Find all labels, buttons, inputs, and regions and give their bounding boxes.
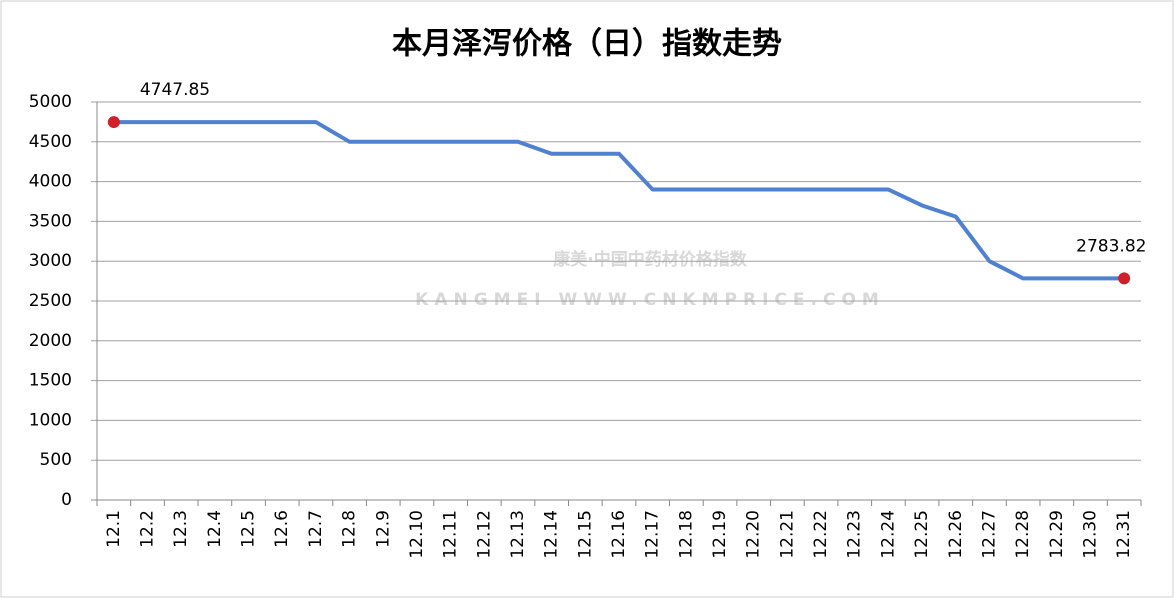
x-tick-label: 12.7 [306,510,326,548]
x-tick-label: 12.16 [609,510,629,559]
y-tick-label: 4500 [29,132,72,152]
x-tick-label: 12.25 [912,510,932,559]
x-tick-label: 12.4 [205,510,225,548]
x-tick-label: 12.1 [104,510,124,548]
x-tick-label: 12.13 [508,510,528,559]
watermark: 康美·中国中药材价格指数 [553,249,747,270]
y-tick-label: 5000 [29,92,72,112]
x-tick-label: 12.27 [979,510,999,559]
y-tick-label: 3500 [29,211,72,231]
x-tick-label: 12.21 [777,510,797,559]
x-tick-label: 12.20 [744,510,764,559]
y-tick-label: 2000 [29,331,72,351]
data-label: 2783.82 [1076,236,1146,256]
end-marker [107,116,120,129]
x-tick-label: 12.9 [373,510,393,548]
x-tick-label: 12.14 [542,510,562,559]
line-series [113,120,1125,281]
y-tick-label: 0 [61,490,72,510]
x-tick-label: 12.22 [811,510,831,559]
x-tick-label: 12.26 [946,510,966,559]
x-tick-label: 12.3 [171,510,191,548]
x-tick-label: 12.31 [1114,510,1134,559]
y-tick-label: 3000 [29,251,72,271]
x-tick-label: 12.15 [575,510,595,559]
x-tick-label: 12.5 [239,510,259,548]
y-tick-label: 1500 [29,371,72,391]
x-tick-label: 12.2 [138,510,158,548]
x-tick-label: 12.28 [1013,510,1033,559]
x-tick-label: 12.17 [643,510,663,559]
x-tick-label: 12.11 [441,510,461,559]
x-tick-label: 12.24 [878,510,898,559]
data-label: 4747.85 [140,80,210,100]
x-tick-label: 12.18 [676,510,696,559]
x-tick-label: 12.30 [1080,510,1100,559]
y-tick-label: 2500 [29,291,72,311]
watermark: KANGMEI WWW.CNKMPRICE.COM [415,290,885,310]
x-tick-label: 12.23 [845,510,865,559]
y-tick-label: 1000 [29,410,72,430]
x-tick-label: 12.29 [1047,510,1067,559]
chart-title: 本月泽泻价格（日）指数走势 [392,27,782,62]
x-tick-label: 12.6 [272,510,292,548]
y-tick-label: 4000 [29,172,72,192]
x-tick-label: 12.12 [474,510,494,559]
y-tick-label: 500 [40,450,72,470]
x-tick-label: 12.19 [710,510,730,559]
end-marker [1118,272,1131,285]
x-tick-label: 12.10 [407,510,427,559]
x-tick-label: 12.8 [340,510,360,548]
